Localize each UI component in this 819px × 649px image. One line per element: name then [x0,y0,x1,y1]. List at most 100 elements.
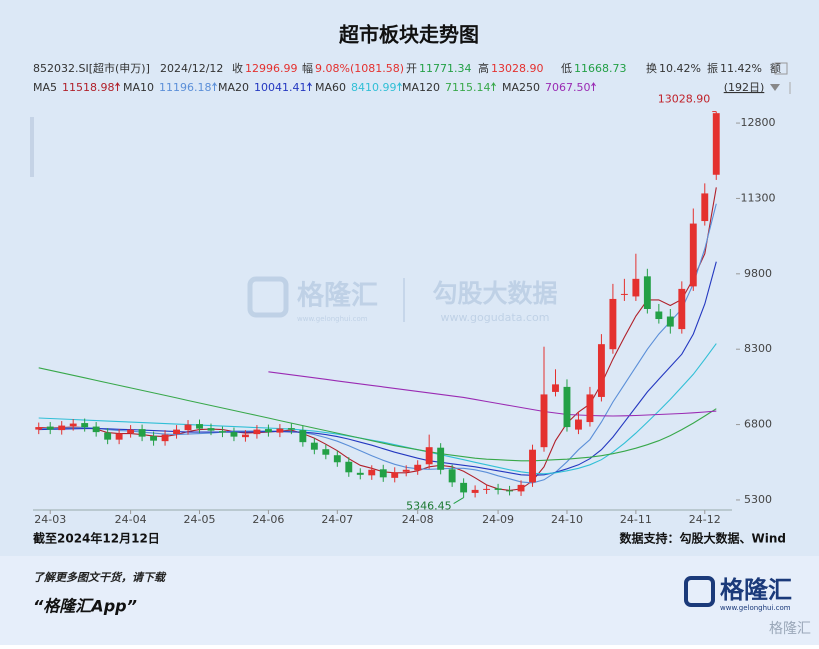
quote-value: 12996.99 [245,62,298,75]
candle-body [356,472,364,475]
legend-value: 10041.41 [254,81,307,94]
legend-arrow [212,82,217,91]
quote-value: 9.08%(1081.58) [315,62,404,75]
candle-body [460,482,468,493]
candle-body [207,428,215,431]
candle-body [620,293,628,295]
x-tick-label: 24-04 [115,513,147,526]
legend-value: 7067.50 [545,81,591,94]
candle-body [115,433,123,440]
candle-body [69,423,77,427]
x-tick-label: 24-03 [34,513,66,526]
legend-value: 11518.98 [62,81,115,94]
legend-name: MA20 [218,81,249,94]
period[interactable]: (192日) [724,81,765,94]
candle-body [552,384,559,392]
candle-body [402,469,410,472]
chart-title: 超市板块走势图 [338,23,479,47]
legend-name: MA10 [123,81,154,94]
quote-value: 11668.73 [574,62,627,75]
candle-body [230,432,238,437]
candle-body [425,447,433,465]
watermark-data-brand: 勾股大数据 [432,279,557,308]
candle-body [689,223,697,287]
candle-body [678,288,686,330]
candle-body [575,419,582,430]
legend-arrow [491,82,496,91]
quote-label: 开 [406,62,417,75]
candle-body [322,449,330,455]
candle-body [529,449,536,483]
dropdown-icon[interactable] [770,84,780,91]
candle-body [643,276,651,309]
candle-body [483,488,491,490]
candle-body [494,488,502,490]
quote-label: 低 [561,62,572,75]
candle-body [471,489,479,493]
x-tick-label: 24-11 [620,513,652,526]
quote-value: 13028.90 [491,62,544,75]
legend-arrow [307,82,312,91]
legend-value: 8410.99 [351,81,397,94]
legend-name: MA5 [33,81,57,94]
candle-body [253,429,261,435]
candle-body [586,394,594,423]
legend-arrow [115,82,120,91]
y-tick-label: 9800 [744,267,772,280]
candle-body [517,484,525,492]
candle-body [448,469,456,483]
low-annotation: 5346.45 [406,500,452,513]
legend-name: MA250 [502,81,540,94]
candle-body [414,464,422,471]
ma-line [38,203,717,484]
watermark-url: www.gelonghui.com [297,315,368,323]
plot-area: 5300 6800 8300 9800 11300 12800 24-03 24-04 24-0… [33,93,776,526]
x-tick-label: 24-09 [482,513,514,526]
candle-body [81,423,89,428]
icon[interactable] [774,62,788,75]
candle-body [333,455,341,463]
watermark: 格隆汇 www.gelonghui.com 勾股大数据 www.gogudata… [247,276,558,324]
scroll-handle [30,117,34,177]
quote-value: 10.42% [659,62,701,75]
x-tick-label: 24-12 [689,513,721,526]
candle-body [712,113,720,175]
candle-body [150,436,158,441]
brand-url: www.gelonghui.com [720,604,791,612]
quote-code: 852032.SI[超市(申万)] [33,61,150,75]
quote-value: 11.42% [720,62,762,75]
legend-value: 7115.14 [445,81,491,94]
footer-background [0,556,819,645]
watermark-logo [247,276,289,318]
candle-body [299,430,307,443]
candle-body [58,425,66,431]
candle-body [35,427,43,430]
annotation-line [453,497,464,505]
legend-value: 11196.18 [159,81,212,94]
quote-value: 11771.34 [419,62,472,75]
candle-body [276,428,284,433]
ma-line [38,367,717,462]
candle-body [563,386,571,428]
ma-line [38,343,717,475]
candle-body [127,429,135,434]
candle-body [379,469,387,478]
candle-body [597,344,605,397]
candle-body [345,461,353,473]
candle-body [506,490,514,492]
watermark-brand: 格隆汇 [297,281,378,312]
quote-label: 收 [232,61,243,75]
y-tick-label: 5300 [744,493,772,506]
quote-label: 振 [707,61,718,75]
candle-body [666,316,674,327]
candle-body [609,298,617,350]
brand: 格隆汇 [720,576,792,604]
candle-body [540,394,548,448]
candle-body [264,429,272,433]
candle-body [219,431,226,433]
quote-date: 2024/12/12 [160,62,223,75]
candle-body [368,469,376,476]
watermark-data-url: www.gogudata.com [441,311,550,324]
candle-body [138,429,146,437]
